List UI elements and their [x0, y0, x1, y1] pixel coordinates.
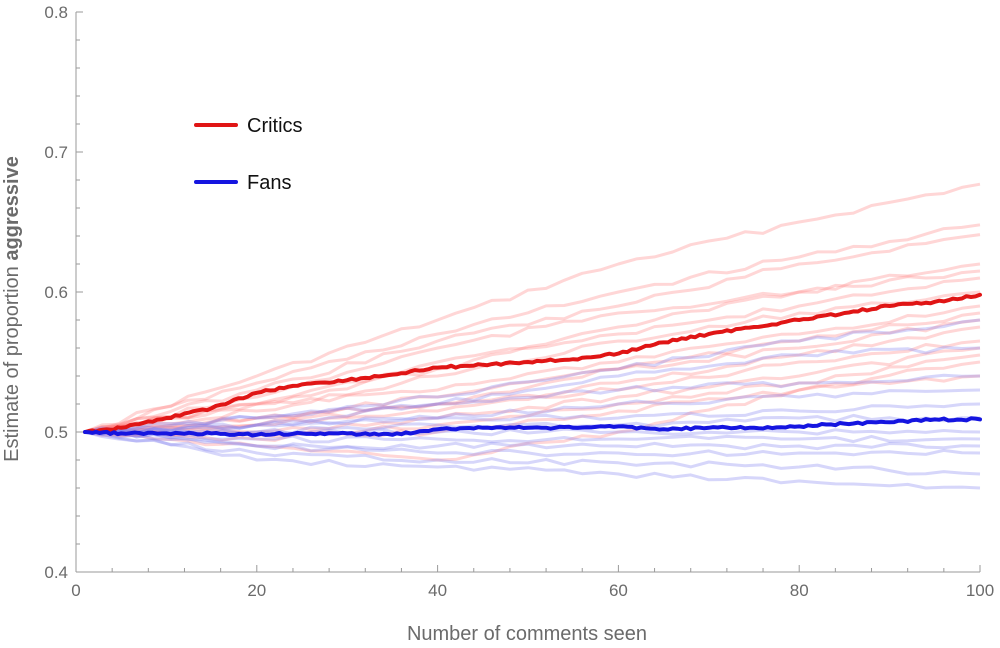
mean-lines-layer [83, 292, 982, 438]
critics-mean-line [83, 292, 982, 434]
fans-sample-line [84, 345, 981, 434]
fans-sample-line [84, 373, 981, 434]
critics-sample-line [84, 223, 981, 434]
critics-sample-line [84, 182, 981, 434]
y-axis-title-prefix: Estimate of proportion [1, 261, 23, 462]
legend: Critics Fans [194, 115, 303, 194]
x-tick-label: 100 [966, 581, 994, 600]
critics-sample-line [84, 353, 981, 442]
y-axis-title-emphasis: aggressive [1, 156, 23, 261]
critics-sample-line [84, 233, 981, 434]
y-tick-label: 0.6 [44, 283, 68, 302]
critics-sample-line [84, 311, 981, 434]
fans-sample-line [84, 430, 981, 458]
fans-sample-line [84, 427, 981, 437]
y-tick-label: 0.4 [44, 563, 68, 582]
critics-sample-line [84, 304, 981, 434]
critics-sample-line [84, 325, 981, 434]
tick-labels: 0 20 40 60 80 100 0.4 0.5 0.6 0.7 0.8 [44, 3, 994, 600]
y-tick-label: 0.7 [44, 143, 68, 162]
fans-sample-line [84, 318, 981, 434]
y-tick-label: 0.5 [44, 423, 68, 442]
critics-sample-line [84, 346, 981, 436]
critics-sample-line [84, 360, 981, 462]
x-tick-label: 80 [790, 581, 809, 600]
fans-mean-line [83, 416, 982, 438]
fans-sample-line [84, 430, 981, 476]
fans-sample-line [84, 388, 981, 436]
y-axis-title: Estimate of proportion aggressive [1, 156, 23, 462]
critics-sample-line [84, 339, 981, 435]
critics-sample-line [84, 269, 981, 434]
fans-sample-line [84, 430, 981, 490]
legend-critics-label: Critics [247, 115, 303, 137]
critics-sample-line [84, 276, 981, 434]
fans-sample-line [84, 429, 981, 451]
x-tick-label: 40 [428, 581, 447, 600]
critics-sample-line [84, 318, 981, 434]
legend-fans-label: Fans [247, 172, 291, 194]
tick-marks [75, 11, 981, 573]
fans-sample-line [84, 429, 981, 444]
faint-lines-layer [84, 182, 981, 490]
x-tick-label: 60 [609, 581, 628, 600]
y-tick-label: 0.8 [44, 3, 68, 22]
x-tick-label: 20 [247, 581, 266, 600]
axes [75, 12, 980, 573]
fans-sample-line [84, 402, 981, 435]
x-tick-label: 0 [71, 581, 80, 600]
x-axis-title: Number of comments seen [407, 623, 647, 645]
fans-sample-line [84, 413, 981, 437]
